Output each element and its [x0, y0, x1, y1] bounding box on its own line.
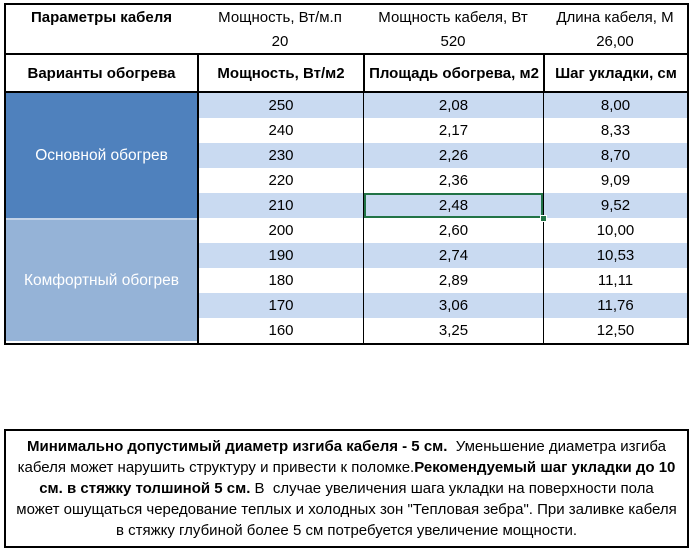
column-header-step[interactable]: Шаг укладки, см: [543, 55, 687, 91]
table-row: 240 2,17 8,33: [199, 118, 687, 143]
installation-note-text: Минимально допустимый диаметр изгиба каб…: [16, 436, 677, 541]
table-cell[interactable]: 160: [268, 322, 294, 339]
table-cell[interactable]: 2,26: [363, 143, 543, 168]
table-row: 190 2,74 10,53: [199, 243, 687, 268]
column-header-variants[interactable]: Варианты обогрева: [27, 64, 176, 82]
column-header-area[interactable]: Площадь обогрева, м2: [363, 55, 543, 91]
column-header-power[interactable]: Мощность, Вт/м2: [197, 55, 363, 91]
table-cell[interactable]: 3,25: [363, 318, 543, 343]
table-row: 220 2,36 9,09: [199, 168, 687, 193]
table-header-row: Варианты обогрева Мощность, Вт/м2 Площад…: [6, 55, 687, 93]
cable-parameters-table: Параметры кабеля Мощность, Вт/м.п Мощнос…: [4, 3, 689, 345]
table-cell[interactable]: 200: [268, 222, 294, 239]
table-cell[interactable]: 180: [268, 272, 294, 289]
note-regular-segment: Уменьшение диаметра изгиба кабеля может …: [17, 438, 671, 476]
section-labels-column: Основной обогрев Комфортный обогрев: [6, 93, 197, 343]
table-cell[interactable]: 210: [268, 197, 294, 214]
param-value-cell[interactable]: 520: [440, 32, 466, 50]
param-value-cell[interactable]: 20: [271, 32, 289, 50]
params-title-cell[interactable]: Параметры кабеля: [30, 8, 173, 26]
table-cell[interactable]: 230: [268, 147, 294, 164]
table-cell[interactable]: 250: [268, 97, 294, 114]
table-row: 170 3,06 11,76: [199, 293, 687, 318]
table-cell[interactable]: 170: [268, 297, 294, 314]
table-cell[interactable]: 2,36: [363, 168, 543, 193]
table-cell[interactable]: 220: [268, 172, 294, 189]
note-bold-segment: Рекомендуемый шаг укладки до 10 см. в ст…: [39, 459, 680, 497]
table-cell[interactable]: 8,70: [543, 143, 687, 168]
table-cell[interactable]: 9,52: [543, 193, 687, 218]
table-cell[interactable]: 8,00: [543, 93, 687, 118]
empty-cell[interactable]: [6, 29, 197, 53]
param-value-cell[interactable]: 26,00: [596, 32, 634, 50]
table-body: Основной обогрев Комфортный обогрев 250 …: [6, 93, 687, 343]
table-cell[interactable]: 2,74: [363, 243, 543, 268]
table-cell[interactable]: 2,89: [363, 268, 543, 293]
table-cell[interactable]: 2,17: [363, 118, 543, 143]
section-label-main[interactable]: Основной обогрев: [6, 93, 197, 218]
table-row: 180 2,89 11,11: [199, 268, 687, 293]
table-cell[interactable]: 10,00: [543, 218, 687, 243]
installation-note-box: Минимально допустимый диаметр изгиба каб…: [4, 429, 689, 548]
section-label-comfort[interactable]: Комфортный обогрев: [6, 218, 197, 341]
param-label-cell[interactable]: Мощность кабеля, Вт: [378, 8, 528, 26]
table-cell[interactable]: 9,09: [543, 168, 687, 193]
table-cell[interactable]: 2,60: [363, 218, 543, 243]
table-cell[interactable]: 2,08: [363, 93, 543, 118]
note-bold-segment: Минимально допустимый диаметр изгиба каб…: [27, 438, 448, 455]
data-rows-column: 250 2,08 8,00 240 2,17 8,33 230 2,26 8,7…: [197, 93, 687, 343]
table-cell[interactable]: 190: [268, 247, 294, 264]
table-cell[interactable]: 12,50: [543, 318, 687, 343]
table-cell[interactable]: 10,53: [543, 243, 687, 268]
table-cell[interactable]: 3,06: [363, 293, 543, 318]
table-row: 250 2,08 8,00: [199, 93, 687, 118]
cable-params-block: Параметры кабеля Мощность, Вт/м.п Мощнос…: [6, 5, 687, 55]
table-row: 230 2,26 8,70: [199, 143, 687, 168]
table-cell[interactable]: 11,11: [543, 268, 687, 293]
table-cell[interactable]: 8,33: [543, 118, 687, 143]
param-label-cell[interactable]: Мощность, Вт/м.п: [218, 8, 342, 26]
table-cell[interactable]: 11,76: [543, 293, 687, 318]
table-cell[interactable]: 240: [268, 122, 294, 139]
table-row: 200 2,60 10,00: [199, 218, 687, 243]
param-label-cell[interactable]: Длина кабеля, М: [556, 8, 674, 26]
table-row: 160 3,25 12,50: [199, 318, 687, 343]
fill-handle[interactable]: [540, 215, 547, 222]
selected-cell[interactable]: 2,48: [363, 193, 547, 222]
table-row: 210 2,48 9,52: [199, 193, 687, 222]
note-regular-segment: В случае увеличения шага укладки на пове…: [16, 480, 681, 539]
